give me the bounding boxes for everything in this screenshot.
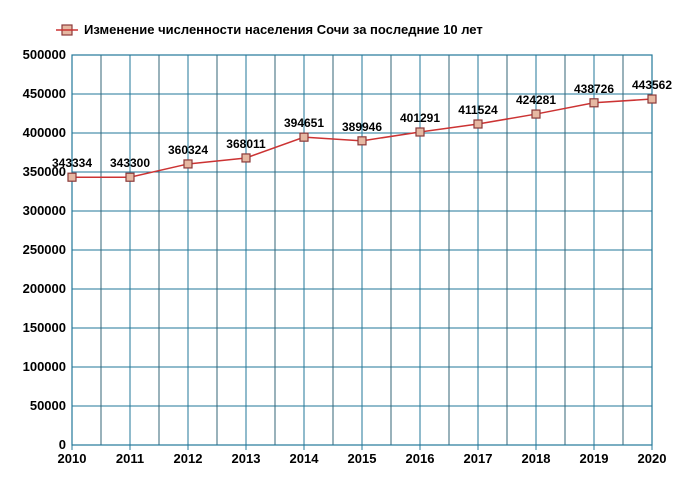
x-tick-label: 2013 bbox=[232, 451, 261, 466]
y-tick-label: 0 bbox=[59, 437, 66, 452]
y-tick-label: 250000 bbox=[23, 242, 66, 257]
data-value-label: 411524 bbox=[458, 103, 498, 117]
x-tick-label: 2017 bbox=[464, 451, 493, 466]
population-chart: 0500001000001500002000002500003000003500… bbox=[0, 0, 680, 500]
x-tick-label: 2014 bbox=[290, 451, 320, 466]
x-tick-label: 2019 bbox=[580, 451, 609, 466]
data-marker bbox=[416, 128, 424, 136]
data-value-label: 368011 bbox=[226, 137, 266, 151]
data-marker bbox=[242, 154, 250, 162]
data-marker bbox=[532, 110, 540, 118]
data-marker bbox=[474, 120, 482, 128]
x-tick-label: 2011 bbox=[116, 451, 144, 466]
y-tick-label: 50000 bbox=[30, 398, 66, 413]
data-value-label: 438726 bbox=[574, 82, 614, 96]
data-marker bbox=[648, 95, 656, 103]
x-tick-label: 2015 bbox=[348, 451, 377, 466]
y-tick-label: 500000 bbox=[23, 47, 66, 62]
y-tick-label: 200000 bbox=[23, 281, 66, 296]
data-value-label: 424281 bbox=[516, 93, 556, 107]
y-tick-label: 450000 bbox=[23, 86, 66, 101]
data-value-label: 401291 bbox=[400, 111, 440, 125]
data-value-label: 389946 bbox=[342, 120, 382, 134]
x-tick-label: 2020 bbox=[638, 451, 667, 466]
data-marker bbox=[126, 173, 134, 181]
legend-label: Изменение численности населения Сочи за … bbox=[84, 22, 483, 37]
x-tick-label: 2010 bbox=[58, 451, 87, 466]
data-value-label: 394651 bbox=[284, 116, 324, 130]
data-value-label: 443562 bbox=[632, 78, 672, 92]
data-marker bbox=[300, 133, 308, 141]
y-tick-label: 100000 bbox=[23, 359, 66, 374]
x-tick-label: 2018 bbox=[522, 451, 551, 466]
x-tick-label: 2012 bbox=[174, 451, 203, 466]
y-tick-label: 150000 bbox=[23, 320, 66, 335]
data-marker bbox=[590, 99, 598, 107]
x-tick-label: 2016 bbox=[406, 451, 435, 466]
data-value-label: 343334 bbox=[52, 156, 92, 170]
y-tick-label: 300000 bbox=[23, 203, 66, 218]
data-marker bbox=[184, 160, 192, 168]
data-marker bbox=[68, 173, 76, 181]
data-marker bbox=[358, 137, 366, 145]
y-tick-label: 400000 bbox=[23, 125, 66, 140]
data-value-label: 360324 bbox=[168, 143, 208, 157]
data-value-label: 343300 bbox=[110, 156, 150, 170]
